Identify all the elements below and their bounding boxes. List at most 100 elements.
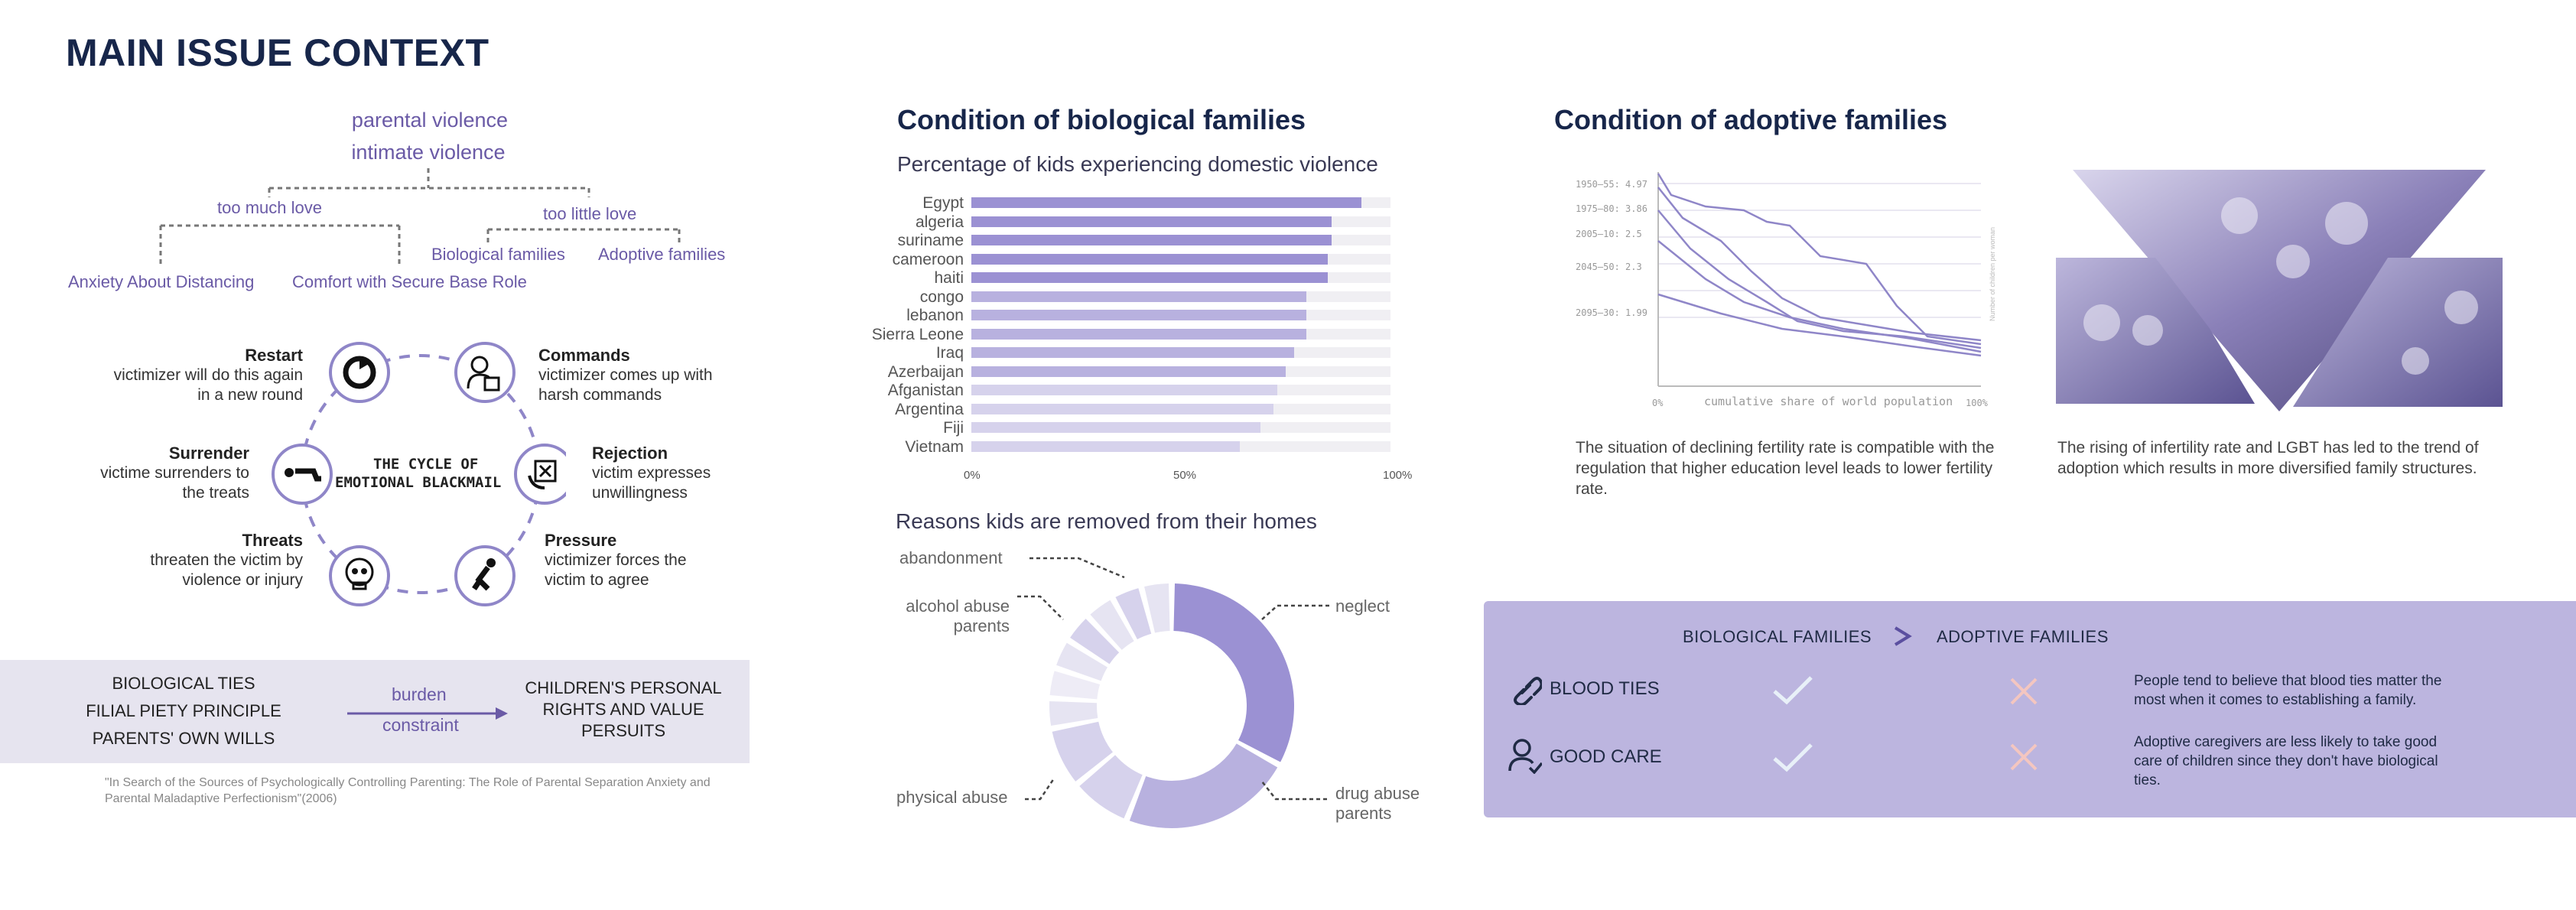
donut-label-alcohol: alcohol abuse parents	[906, 596, 1010, 635]
bar-label: haiti	[934, 269, 964, 287]
ties-panel	[0, 660, 750, 763]
donut-slice	[1090, 600, 1134, 650]
donut-label-drug: drug abuse parents	[1335, 784, 1420, 823]
cross-icon	[2010, 743, 2038, 771]
bar	[971, 347, 1294, 358]
donut-chart	[1049, 583, 1294, 828]
tree-root-parental-violence: parental violence	[351, 109, 509, 132]
cycle-center-line2: EMOTIONAL BLACKMAIL	[335, 474, 502, 491]
check-icon	[1773, 676, 1813, 705]
compare-row-blood-ties: BLOOD TIES	[1550, 678, 1660, 699]
donut-slice	[1079, 755, 1143, 819]
ties-right-list: CHILDREN'S PERSONAL RIGHTS AND VALUE PER…	[520, 678, 727, 742]
bar	[971, 440, 1240, 452]
donut-slice	[1049, 700, 1098, 726]
bar	[971, 197, 1361, 208]
bar-label: suriname	[897, 232, 964, 249]
bar-x-tick: 50%	[1173, 469, 1197, 482]
ties-arrow-top: burden	[392, 684, 447, 704]
bar-label: Vietnam	[905, 437, 964, 456]
fert-label-1: 1950–55: 4.97	[1576, 179, 1647, 190]
bar	[971, 272, 1328, 283]
cycle-threats-title: Threats	[242, 531, 303, 550]
cycle-pressure-desc2: victim to agree	[545, 571, 649, 589]
bar-label: lebanon	[906, 307, 964, 324]
bar	[971, 422, 1261, 433]
donut-label-abandonment: abandonment	[899, 548, 1003, 567]
cycle-rejection-desc1: victim expresses	[592, 464, 711, 482]
tree-branch-too-much-love: too much love	[217, 198, 322, 217]
donut-label-neglect: neglect	[1335, 596, 1390, 616]
link-icon	[1514, 677, 1542, 705]
bar-chart-title: Percentage of kids experiencing domestic…	[897, 152, 1378, 176]
bar-label: Sierra Leone	[871, 325, 964, 343]
cycle-commands-title: Commands	[538, 346, 630, 365]
bar-label: Argentina	[895, 400, 964, 418]
pressure-icon	[454, 545, 516, 606]
ties-left-1: BIOLOGICAL TIES	[112, 674, 255, 693]
donut-slice	[1070, 619, 1120, 665]
cycle-surrender-desc2: the treats	[182, 484, 249, 502]
photo-family-center	[2073, 170, 2486, 411]
bar-label: Afganistan	[887, 382, 964, 399]
cycle-pressure-title: Pressure	[545, 531, 617, 550]
donut-slice	[1052, 721, 1113, 782]
tree-branch-too-little-love: too little love	[543, 204, 637, 223]
restart-icon	[329, 342, 390, 403]
donut-slice	[1056, 642, 1107, 681]
cycle-rejection-title: Rejection	[592, 444, 668, 463]
adoptive-para-1: The situation of declining fertility rat…	[1576, 439, 1995, 498]
bar-x-tick: 100%	[1383, 469, 1413, 482]
family-photo-collage	[2056, 170, 2503, 411]
bar	[971, 253, 1328, 265]
bar-label: Fiji	[943, 419, 964, 437]
tree-connectors	[159, 168, 681, 264]
bar-x-tick: 0%	[964, 469, 981, 482]
bar	[971, 385, 1278, 395]
ties-right-1: CHILDREN'S PERSONAL	[525, 678, 722, 697]
bar-label: congo	[919, 288, 964, 306]
compare-head-left: BIOLOGICAL FAMILIES	[1683, 627, 1872, 646]
ties-left-3: PARENTS' OWN WILLS	[92, 729, 275, 748]
fert-label-4: 2045–50: 2.3	[1576, 262, 1642, 272]
tree-leaf-comfort: Comfort with Secure Base Role	[292, 272, 527, 291]
bar-label: Iraq	[935, 344, 964, 362]
fert-label-5: 2095–30: 1.99	[1576, 307, 1647, 318]
donut-leaders	[1017, 557, 1329, 801]
cycle-restart-desc2: in a new round	[197, 386, 303, 404]
tree-leaf-anxiety: Anxiety About Distancing	[68, 272, 255, 291]
compare-note-1: People tend to believe that blood ties m…	[2134, 673, 2442, 708]
fert-label-2: 1975–80: 3.86	[1576, 203, 1647, 214]
bar	[971, 366, 1286, 377]
cycle-restart: Restart victimizer will do this again in…	[76, 346, 303, 405]
compare-row-good-care: GOOD CARE	[1550, 746, 1662, 767]
cycle-diagram	[272, 342, 566, 606]
cycle-threats-desc2: violence or injury	[182, 571, 303, 589]
commands-icon	[454, 342, 516, 403]
bar-label: algeria	[915, 213, 964, 231]
ties-left-list: BIOLOGICAL TIES FILIAL PIETY PRINCIPLE P…	[84, 670, 283, 752]
bar-label: Egypt	[922, 194, 964, 212]
check-icon	[1773, 743, 1813, 772]
skull-icon	[329, 545, 390, 606]
cycle-center-line1: THE CYCLE OF	[373, 456, 479, 473]
bar	[971, 328, 1307, 340]
rejection-icon	[514, 444, 566, 505]
bar-label: Azerbaijan	[887, 362, 964, 381]
ties-right-2: RIGHTS AND VALUE	[542, 700, 704, 719]
bar	[971, 235, 1332, 245]
cycle-restart-desc1: victimizer will do this again	[113, 366, 303, 384]
cycle-threats: Threats threaten the victim by violence …	[76, 531, 303, 590]
fert-x1: 100%	[1966, 398, 1989, 408]
bar	[971, 291, 1307, 302]
donut-slice	[1115, 588, 1152, 639]
ties-left-2: FILIAL PIETY PRINCIPLE	[86, 701, 281, 720]
user-care-icon	[1508, 739, 1542, 774]
compare-head-right: ADOPTIVE FAMILIES	[1937, 627, 2109, 646]
cycle-commands-desc2: harsh commands	[538, 386, 662, 404]
cycle-rejection-desc2: unwillingness	[592, 484, 688, 502]
bar-label: cameroon	[892, 250, 964, 268]
surrender-icon	[272, 444, 333, 505]
tree-leaf-adoptive: Adoptive families	[598, 245, 726, 264]
donut-slice	[1144, 583, 1170, 633]
